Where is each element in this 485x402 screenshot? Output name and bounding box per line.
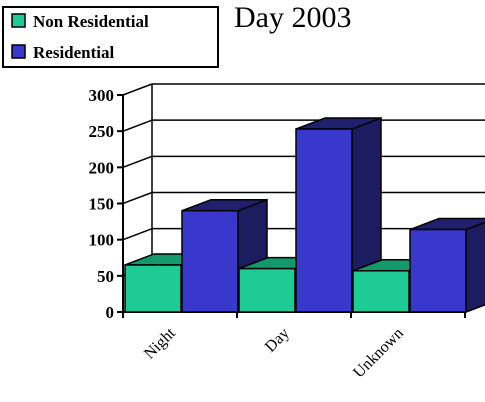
legend-label-non-residential: Non Residential: [33, 12, 149, 31]
x-category-label: Night: [141, 324, 179, 362]
x-category-label: Unknown: [350, 325, 407, 382]
gridline-diagonal: [122, 227, 153, 241]
x-axis-categories: Night Day Unknown: [122, 312, 466, 382]
y-tick-label: 50: [97, 267, 114, 286]
bar-front: [352, 270, 410, 313]
gridline-diagonal: [122, 119, 153, 132]
legend-box: [2, 6, 219, 68]
y-axis-ticks: 0 50 100 150 200 250 300: [89, 86, 123, 322]
bar-front: [124, 264, 182, 313]
y-tick-label: 0: [106, 303, 115, 322]
gridline-diagonal: [122, 155, 153, 169]
y-tick-label: 250: [89, 122, 115, 141]
bar-side: [465, 221, 485, 314]
gridline-diagonal: [122, 83, 153, 96]
legend: Non Residential Residential: [2, 6, 219, 68]
bar-residential-unknown: [409, 217, 485, 314]
bars: [124, 116, 485, 314]
bar-residential-day: [295, 116, 382, 314]
bar-front: [181, 209, 239, 313]
y-tick-label: 200: [89, 158, 115, 177]
chart-title: Day 2003: [234, 1, 351, 34]
legend-swatch-residential: [11, 44, 26, 59]
gridline-diagonal: [122, 191, 153, 205]
bar-front: [409, 228, 467, 313]
y-tick-label: 300: [89, 86, 115, 105]
y-tick-label: 100: [89, 231, 115, 250]
legend-swatch-non-residential: [11, 13, 26, 28]
x-category-label: Day: [262, 325, 293, 356]
legend-label-residential: Residential: [33, 43, 115, 62]
y-tick-label: 150: [89, 195, 115, 214]
bar-front: [295, 128, 353, 313]
bar-front: [238, 267, 296, 313]
